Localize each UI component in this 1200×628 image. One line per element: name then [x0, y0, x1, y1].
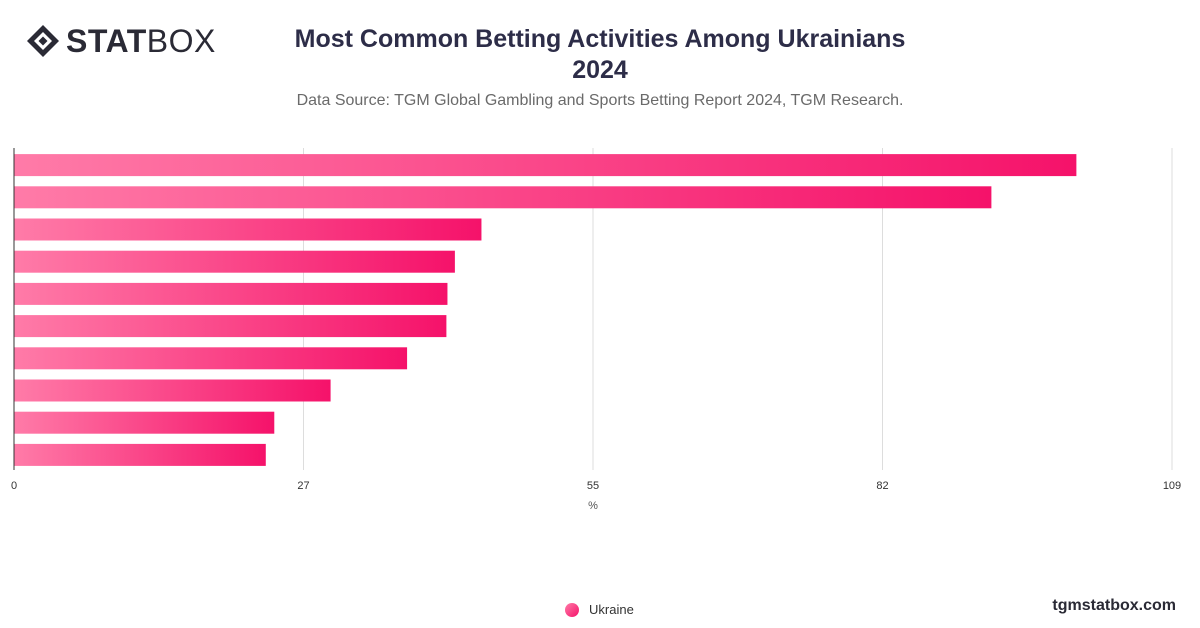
x-tick-label: 55 — [587, 480, 599, 492]
logo-wordmark: STATBOX — [66, 24, 216, 58]
bar — [14, 411, 275, 434]
bar — [14, 347, 408, 370]
chart-title-line-2: 2024 — [572, 56, 628, 84]
bar — [14, 218, 482, 241]
website-link[interactable]: tgmstatbox.com — [1052, 597, 1176, 614]
legend-label-ukraine: Ukraine — [589, 602, 634, 617]
bar — [14, 443, 266, 466]
bar — [14, 250, 455, 273]
logo-text-light: BOX — [146, 23, 216, 59]
bar — [14, 282, 448, 305]
chart-title: Most Common Betting Activities Among Ukr… — [0, 24, 1200, 86]
x-tick-label: 82 — [876, 480, 888, 492]
x-tick-label: 27 — [297, 480, 309, 492]
bar — [14, 186, 992, 209]
diamond-logo-icon — [27, 25, 59, 57]
statbox-logo: STATBOX — [26, 24, 216, 58]
bar — [14, 315, 447, 338]
x-tick-label: 0 — [11, 480, 17, 492]
logo-text-bold: STAT — [66, 23, 147, 59]
legend[interactable]: Ukraine — [565, 602, 634, 617]
chart-title-line-1: Most Common Betting Activities Among Ukr… — [294, 25, 906, 53]
bar — [14, 379, 331, 402]
bar — [14, 154, 1077, 177]
chart-subtitle: Data Source: TGM Global Gambling and Spo… — [296, 92, 904, 109]
x-tick-label: 109 — [1163, 480, 1181, 492]
legend-marker-ukraine — [565, 602, 579, 617]
x-axis-label: % — [588, 500, 598, 512]
